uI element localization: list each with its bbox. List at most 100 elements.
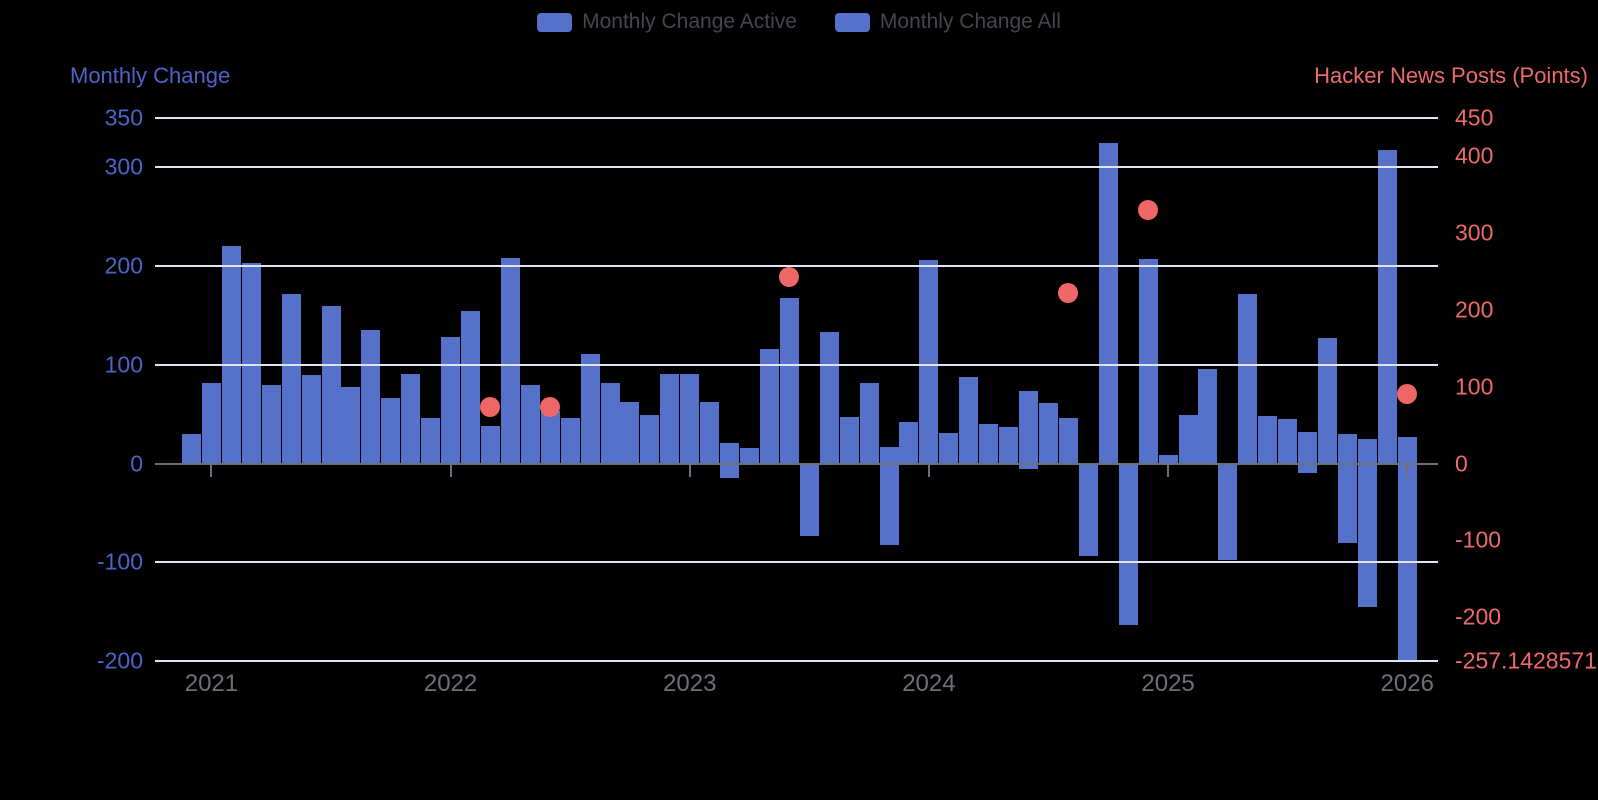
bar-2024-04[interactable] — [979, 424, 999, 464]
bar-2024-03[interactable] — [959, 376, 979, 464]
bar-all-2024-06[interactable] — [1019, 463, 1039, 470]
bar-2024-12[interactable] — [1138, 259, 1158, 464]
bar-2022-07[interactable] — [560, 418, 580, 464]
bar-2021-05[interactable] — [281, 293, 301, 464]
bar-2022-04[interactable] — [500, 258, 520, 464]
bar-2022-02[interactable] — [461, 310, 481, 464]
bar-2020-12[interactable] — [182, 433, 201, 464]
x-axis-tick — [449, 464, 452, 477]
bar-2022-01[interactable] — [441, 337, 461, 464]
bar-2024-02[interactable] — [939, 432, 959, 464]
bar-all-2025-11[interactable] — [1357, 463, 1377, 607]
legend-item-monthly-change-active[interactable]: Monthly Change Active — [537, 10, 797, 34]
bar-2024-11[interactable] — [1118, 463, 1138, 626]
bar-2022-11[interactable] — [640, 415, 660, 464]
scatter-point-2024-08[interactable] — [1058, 283, 1079, 304]
bar-all-2025-10[interactable] — [1337, 463, 1357, 543]
bar-active-2025-08[interactable] — [1298, 431, 1318, 464]
bar-2025-03[interactable] — [1198, 368, 1218, 464]
bar-2022-05[interactable] — [520, 384, 540, 464]
bar-2022-06[interactable] — [540, 411, 560, 464]
x-axis-tick — [927, 464, 930, 477]
bar-2021-12[interactable] — [421, 418, 441, 464]
bar-2023-06[interactable] — [779, 297, 799, 464]
bar-active-2026-01[interactable] — [1397, 436, 1417, 464]
bar-all-2025-08[interactable] — [1298, 463, 1318, 474]
bar-2024-08[interactable] — [1058, 418, 1078, 464]
bar-2025-01[interactable] — [1158, 454, 1178, 464]
bar-2021-09[interactable] — [361, 330, 381, 464]
bar-2023-05[interactable] — [759, 349, 779, 464]
scatter-point-2022-03[interactable] — [480, 396, 501, 417]
x-axis-tick — [1406, 464, 1409, 477]
bar-2022-12[interactable] — [660, 373, 680, 464]
bar-2025-07[interactable] — [1278, 419, 1298, 464]
left-axis-tick-label: -100 — [96, 548, 143, 575]
bar-2023-04[interactable] — [740, 447, 760, 464]
bar-active-2023-11[interactable] — [879, 446, 899, 464]
bar-2024-05[interactable] — [999, 427, 1019, 464]
bar-2021-08[interactable] — [341, 386, 361, 464]
bar-all-2023-03[interactable] — [720, 463, 740, 479]
left-axis-tick-label: 350 — [104, 104, 143, 131]
gridline — [155, 166, 1438, 169]
bar-2025-06[interactable] — [1258, 416, 1278, 464]
bar-2021-03[interactable] — [241, 263, 261, 464]
right-axis-tick-label: 100 — [1455, 373, 1494, 400]
bar-2024-07[interactable] — [1038, 403, 1058, 464]
left-axis-tick-label: 200 — [104, 252, 143, 279]
bar-2024-10[interactable] — [1098, 142, 1118, 464]
left-axis-tick-label: 0 — [130, 450, 143, 477]
bar-2022-10[interactable] — [620, 402, 640, 464]
plot-area — [155, 117, 1438, 662]
scatter-point-2024-12[interactable] — [1138, 200, 1159, 221]
right-axis-tick-label: -100 — [1455, 526, 1502, 553]
x-axis-year-label: 2022 — [423, 670, 478, 697]
scatter-point-2022-06[interactable] — [540, 396, 561, 417]
bar-2023-09[interactable] — [839, 417, 859, 464]
bar-2021-06[interactable] — [301, 374, 321, 464]
left-axis-tick-label: 300 — [104, 153, 143, 180]
bar-2021-10[interactable] — [381, 398, 401, 464]
gridline — [155, 363, 1438, 366]
x-axis-tick — [210, 464, 213, 477]
zero-axis-line — [155, 462, 1438, 465]
bar-2021-11[interactable] — [401, 373, 421, 464]
legend-item-monthly-change-all[interactable]: Monthly Change All — [834, 10, 1061, 34]
bar-active-2023-03[interactable] — [720, 442, 740, 464]
bar-2025-05[interactable] — [1238, 293, 1258, 464]
bar-2024-01[interactable] — [919, 260, 939, 464]
bar-2022-03[interactable] — [480, 426, 500, 464]
x-axis-year-label: 2025 — [1141, 670, 1195, 697]
bar-2021-07[interactable] — [321, 305, 341, 464]
bar-2021-04[interactable] — [261, 384, 281, 464]
scatter-point-2023-06[interactable] — [779, 266, 800, 287]
left-axis-title: Monthly Change — [70, 63, 231, 88]
bar-2023-12[interactable] — [899, 422, 919, 464]
bar-2023-07[interactable] — [799, 463, 819, 536]
bar-2025-04[interactable] — [1218, 463, 1238, 561]
bar-2021-01[interactable] — [201, 382, 221, 464]
x-axis-year-label: 2024 — [902, 670, 956, 697]
bar-2025-12[interactable] — [1377, 149, 1397, 464]
scatter-point-2026-01[interactable] — [1397, 383, 1418, 404]
bar-2022-08[interactable] — [580, 353, 600, 464]
bar-active-2025-10[interactable] — [1337, 433, 1357, 464]
bar-all-2023-11[interactable] — [879, 463, 899, 546]
bar-2023-01[interactable] — [680, 373, 700, 464]
bar-2023-02[interactable] — [700, 402, 720, 464]
bar-2023-10[interactable] — [859, 382, 879, 464]
bar-active-2025-11[interactable] — [1357, 438, 1377, 464]
gridline — [155, 660, 1438, 662]
bar-2025-09[interactable] — [1318, 338, 1337, 464]
bar-2024-09[interactable] — [1078, 463, 1098, 557]
left-axis-tick-label: 100 — [104, 351, 143, 378]
legend-swatch-icon — [537, 12, 573, 32]
bar-2021-02[interactable] — [221, 246, 241, 464]
bar-active-2024-06[interactable] — [1019, 391, 1039, 464]
x-axis-tick — [688, 464, 691, 477]
bar-2022-09[interactable] — [600, 382, 620, 464]
bar-2025-02[interactable] — [1178, 415, 1198, 464]
bar-2023-08[interactable] — [819, 332, 839, 464]
